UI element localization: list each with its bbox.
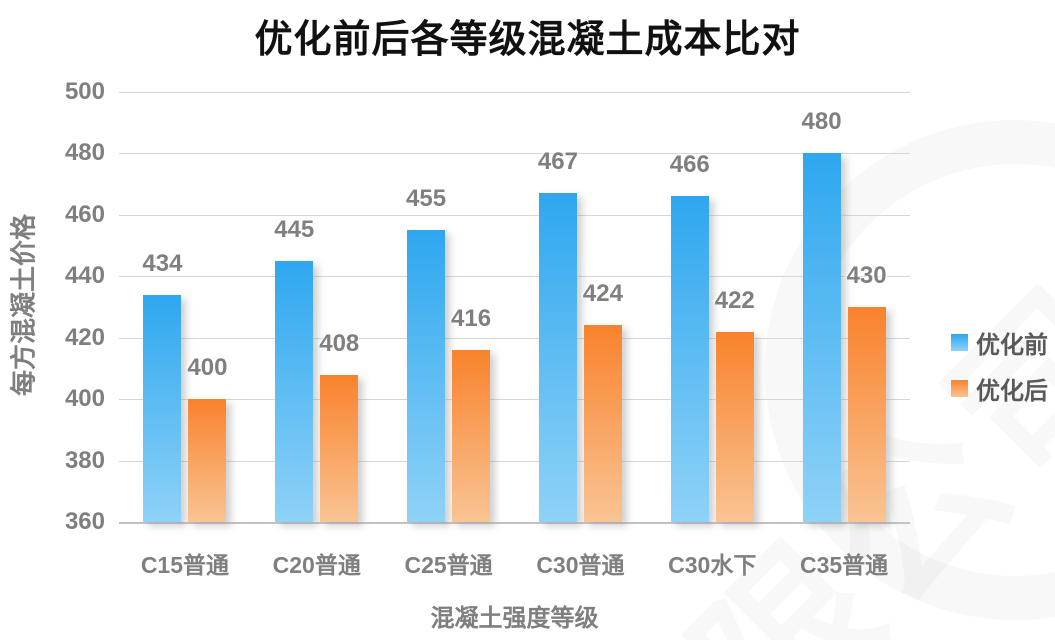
x-category-label: C35普通	[799, 552, 889, 578]
gridline	[119, 399, 910, 401]
y-tick-label: 380	[64, 446, 105, 474]
legend-item-before: 优化前	[951, 328, 1048, 359]
plot-area	[119, 92, 910, 524]
chart-title: 优化前后各等级混凝土成本比对	[254, 19, 801, 61]
gridline	[119, 214, 910, 216]
gridline	[119, 276, 910, 278]
bar-优化前-C30普通	[538, 193, 577, 522]
bar-value-label: 400	[187, 354, 228, 382]
bar-优化后-C35普通	[847, 307, 886, 522]
bar-优化后-C30普通	[583, 325, 622, 522]
legend-label-after: 优化后	[976, 377, 1048, 405]
bar-value-label: 466	[669, 151, 710, 179]
bar-优化后-C30水下	[715, 331, 754, 522]
legend: 优化前 优化后	[951, 328, 1048, 420]
bar-value-label: 424	[582, 280, 623, 308]
x-category-label: C30普通	[536, 552, 625, 578]
bar-优化后-C25普通	[452, 350, 491, 522]
y-tick-label: 400	[64, 385, 105, 413]
bar-value-label: 467	[537, 148, 578, 176]
legend-label-before: 优化前	[976, 331, 1048, 359]
bar-value-label: 416	[451, 305, 492, 332]
bar-优化前-C20普通	[275, 260, 314, 522]
bar-value-label: 422	[714, 286, 755, 314]
gridline	[119, 337, 910, 339]
x-axis-title: 混凝土强度等级	[430, 605, 599, 632]
bar-优化前-C35普通	[802, 153, 841, 522]
legend-item-after: 优化后	[951, 374, 1048, 405]
bar-value-label: 445	[274, 215, 315, 243]
gridline	[119, 460, 910, 462]
bar-优化前-C25普通	[407, 230, 446, 522]
bar-优化后-C15普通	[188, 399, 227, 522]
bar-value-label: 480	[801, 108, 842, 136]
gridline	[119, 153, 910, 155]
legend-swatch-after	[951, 379, 968, 397]
y-tick-label: 500	[64, 78, 105, 105]
bar-value-label: 408	[319, 329, 360, 357]
bar-优化后-C20普通	[320, 374, 359, 522]
bar-优化前-C30水下	[670, 196, 709, 522]
legend-swatch-before	[951, 333, 968, 351]
y-axis-title: 每方混凝土价格	[8, 213, 39, 397]
y-tick-label: 440	[64, 262, 105, 290]
bar-优化前-C15普通	[143, 294, 182, 522]
y-tick-label: 480	[64, 139, 105, 167]
x-category-label: C15普通	[140, 552, 230, 578]
gridline	[119, 92, 910, 93]
y-tick-label: 420	[64, 323, 105, 351]
y-tick-label: 460	[64, 200, 105, 228]
x-category-label: C30水下	[668, 552, 757, 578]
bar-value-label: 430	[846, 262, 887, 289]
x-axis-line	[119, 522, 910, 524]
bar-value-label: 455	[406, 185, 447, 213]
x-category-label: C20普通	[272, 552, 361, 578]
bar-value-label: 434	[142, 249, 183, 277]
y-tick-label: 360	[64, 508, 105, 535]
x-category-label: C25普通	[404, 552, 493, 578]
